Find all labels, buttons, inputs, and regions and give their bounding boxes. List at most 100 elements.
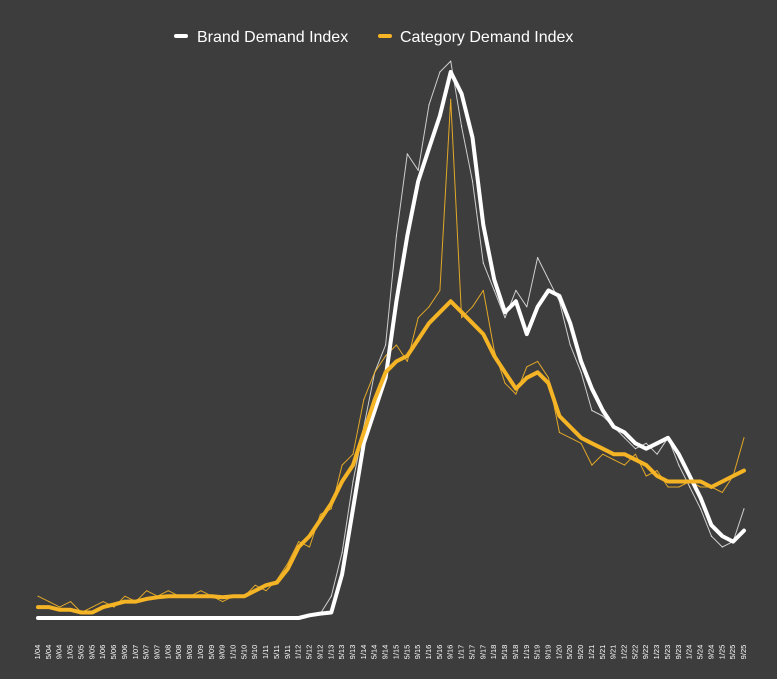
data-point-category-demand-indexsmoothed [677, 480, 680, 483]
x-tick-label: 9/15 [413, 645, 422, 660]
x-tick-label: 9/22 [641, 645, 650, 660]
data-point-category-demand-indexsmoothed [275, 581, 279, 584]
x-tick-label: 1/15 [391, 645, 400, 660]
data-point-category-demand-indexsmoothed [438, 311, 442, 314]
data-point-brand-demand-indexraw [493, 289, 495, 291]
data-point-brand-demand-indexsmoothed [69, 616, 72, 620]
data-point-category-demand-indexsmoothed [666, 480, 670, 483]
data-point-category-demand-indexraw [363, 399, 365, 401]
x-tick-label: 5/17 [468, 645, 477, 660]
data-point-category-demand-indexraw [743, 437, 745, 439]
data-point-brand-demand-indexsmoothed [330, 611, 333, 614]
smoothed-series-layer [36, 70, 746, 620]
data-point-brand-demand-indexsmoothed [710, 524, 713, 527]
data-point-category-demand-indexsmoothed [199, 595, 203, 598]
data-point-category-demand-indexsmoothed [721, 480, 724, 483]
data-point-brand-demand-indexsmoothed [395, 300, 398, 303]
data-point-brand-demand-indexsmoothed [417, 180, 420, 183]
data-point-brand-demand-indexsmoothed [514, 300, 518, 303]
data-point-category-demand-indexsmoothed [319, 518, 322, 521]
data-point-brand-demand-indexsmoothed [80, 616, 83, 620]
data-point-brand-demand-indexsmoothed [634, 442, 637, 445]
x-tick-label: 5/18 [500, 645, 509, 660]
data-point-brand-demand-indexsmoothed [645, 447, 648, 450]
x-tick-label: 1/23 [652, 645, 661, 660]
x-tick-label: 1/04 [33, 645, 42, 660]
data-point-brand-demand-indexsmoothed [102, 616, 105, 620]
data-point-brand-demand-indexsmoothed [362, 442, 365, 445]
data-point-category-demand-indexsmoothed [156, 596, 159, 599]
data-point-brand-demand-indexraw [341, 551, 343, 554]
data-point-category-demand-indexsmoothed [178, 595, 181, 598]
x-tick-label: 5/04 [44, 645, 53, 660]
data-point-category-demand-indexraw [113, 606, 115, 608]
data-point-brand-demand-indexraw [743, 508, 745, 510]
data-point-category-demand-indexsmoothed [688, 480, 691, 483]
data-point-brand-demand-indexsmoothed [699, 496, 702, 500]
data-point-category-demand-indexraw [613, 459, 615, 461]
data-point-brand-demand-indexsmoothed [91, 616, 94, 620]
x-tick-label: 9/16 [446, 645, 455, 660]
x-tick-label: 9/10 [250, 645, 259, 660]
x-tick-label: 1/09 [196, 645, 205, 660]
data-point-category-demand-indexsmoothed [503, 371, 507, 374]
x-tick-label: 1/24 [685, 645, 694, 660]
data-point-brand-demand-indexraw [428, 104, 430, 106]
data-point-brand-demand-indexsmoothed [112, 616, 116, 620]
data-point-brand-demand-indexraw [623, 437, 626, 439]
x-tick-label: 1/05 [66, 645, 75, 660]
legend-swatch-category [378, 34, 392, 38]
x-tick-label: 5/08 [174, 645, 183, 660]
data-point-brand-demand-indexraw [406, 153, 408, 155]
data-point-category-demand-indexraw [439, 289, 441, 291]
x-tick-label: 1/17 [457, 645, 466, 660]
data-point-brand-demand-indexsmoothed [145, 616, 148, 620]
data-point-category-demand-indexsmoothed [460, 311, 463, 314]
x-tick-label: 9/25 [739, 645, 748, 660]
x-tick-label: 5/19 [533, 645, 542, 660]
data-point-brand-demand-indexsmoothed [210, 616, 213, 620]
data-point-brand-demand-indexraw [645, 442, 647, 444]
x-tick-label: 1/20 [554, 645, 563, 660]
data-point-brand-demand-indexsmoothed [590, 387, 594, 390]
data-point-brand-demand-indexsmoothed [601, 409, 604, 412]
x-tick-label: 1/11 [261, 645, 270, 659]
x-tick-label: 9/12 [315, 645, 324, 660]
data-point-brand-demand-indexraw [689, 486, 691, 488]
data-point-brand-demand-indexsmoothed [438, 114, 442, 117]
data-point-category-demand-indexraw [265, 590, 267, 592]
x-tick-label: 1/10 [229, 645, 238, 660]
data-point-category-demand-indexraw [91, 606, 93, 608]
data-point-category-demand-indexraw [623, 464, 626, 466]
data-point-category-demand-indexsmoothed [210, 595, 213, 598]
data-point-category-demand-indexsmoothed [547, 382, 550, 385]
x-tick-label: 9/06 [120, 645, 129, 660]
data-point-category-demand-indexsmoothed [254, 589, 257, 592]
data-point-brand-demand-indexsmoothed [569, 322, 572, 325]
x-tick-label: 1/18 [489, 645, 498, 660]
data-point-category-demand-indexsmoothed [102, 605, 105, 609]
x-tick-label: 9/07 [153, 645, 162, 660]
data-point-brand-demand-indexsmoothed [623, 431, 626, 434]
x-tick-label: 5/22 [630, 645, 639, 660]
data-point-category-demand-indexsmoothed [69, 608, 72, 611]
data-point-brand-demand-indexraw [450, 60, 452, 62]
data-point-brand-demand-indexsmoothed [449, 70, 452, 74]
data-point-category-demand-indexraw [124, 595, 126, 597]
data-point-category-demand-indexraw [450, 98, 452, 100]
data-point-brand-demand-indexraw [461, 126, 463, 128]
data-point-category-demand-indexraw [330, 508, 332, 510]
data-point-category-demand-indexsmoothed [406, 354, 409, 358]
data-point-brand-demand-indexsmoothed [558, 294, 561, 298]
x-tick-label: 5/21 [598, 645, 607, 660]
data-point-category-demand-indexsmoothed [232, 595, 235, 598]
data-point-category-demand-indexraw [102, 601, 104, 603]
data-point-category-demand-indexsmoothed [297, 545, 300, 549]
data-point-category-demand-indexsmoothed [536, 371, 539, 374]
data-point-brand-demand-indexsmoothed [221, 616, 224, 620]
data-point-category-demand-indexsmoothed [634, 458, 637, 461]
data-point-category-demand-indexsmoothed [264, 584, 268, 587]
legend-label-brand: Brand Demand Index [197, 29, 348, 46]
x-tick-label: 1/22 [620, 645, 629, 660]
